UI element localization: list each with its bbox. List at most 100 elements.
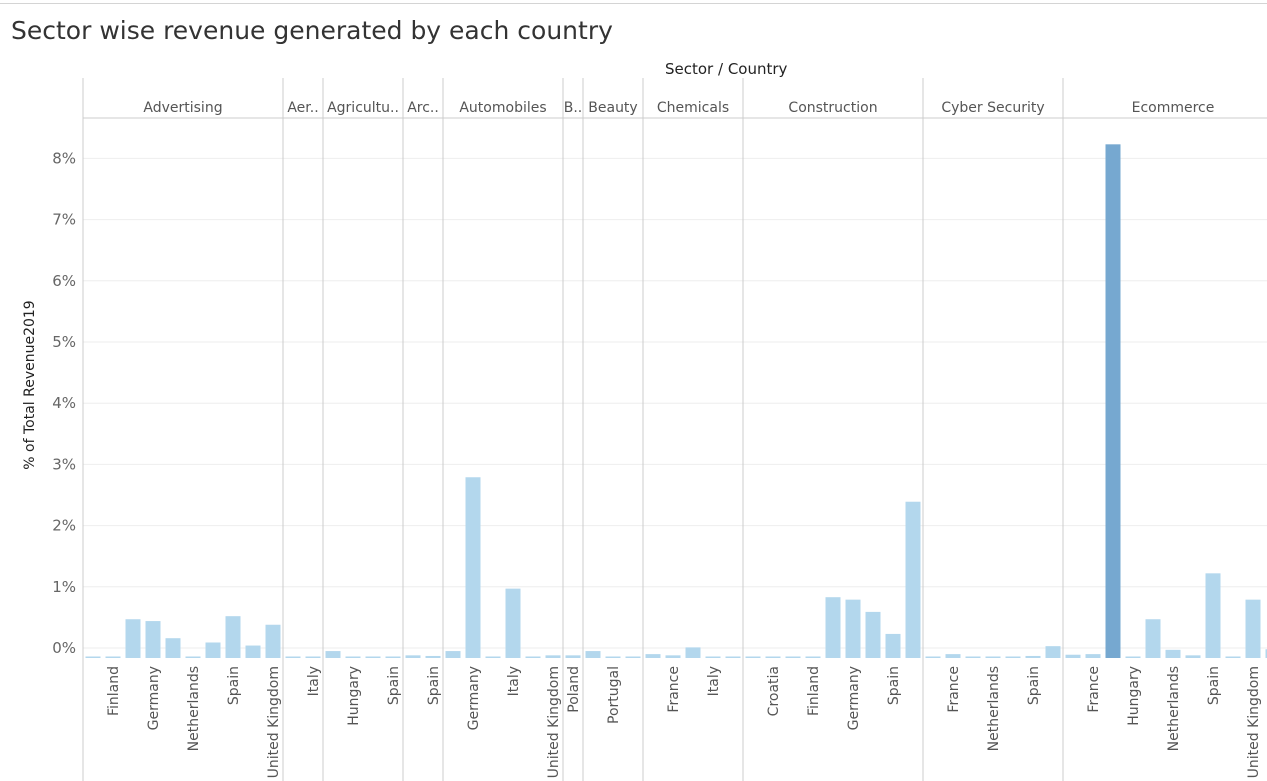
- y-tick-label: 5%: [52, 333, 76, 351]
- bar: [165, 638, 181, 658]
- country-label: Hungary: [1126, 666, 1142, 726]
- country-label: Spain: [1026, 666, 1042, 705]
- bar: [1125, 656, 1141, 658]
- sector-dividers: [82, 78, 1267, 781]
- country-label: Croatia: [766, 666, 782, 716]
- bar: [365, 656, 381, 658]
- sector-label: Construction: [788, 100, 877, 116]
- bar: [1185, 655, 1201, 658]
- y-tick-label: 3%: [52, 455, 76, 473]
- bar: [505, 588, 521, 658]
- bar: [1265, 649, 1267, 658]
- bar: [725, 656, 741, 658]
- bar: [845, 599, 861, 658]
- bar: [945, 654, 961, 658]
- bar: [665, 655, 681, 658]
- bar: [405, 655, 421, 658]
- bar: [1145, 619, 1161, 658]
- bar: [485, 656, 501, 658]
- sector-label: Arc..: [407, 100, 439, 116]
- bar: [905, 501, 921, 658]
- bar: [145, 621, 161, 658]
- bar: [865, 611, 881, 658]
- bar: [1225, 656, 1241, 658]
- bar: [525, 656, 541, 658]
- country-label: Italy: [706, 666, 722, 696]
- bar: [445, 651, 461, 658]
- country-label: Italy: [306, 666, 322, 696]
- bar: [465, 477, 481, 658]
- bar: [785, 656, 801, 658]
- y-tick-label: 7%: [52, 211, 76, 229]
- country-label: France: [946, 666, 962, 713]
- bar: [105, 656, 121, 658]
- bar: [685, 647, 701, 658]
- bar: [1005, 656, 1021, 658]
- sector-label: Beauty: [588, 100, 637, 116]
- bar: [425, 655, 441, 658]
- sector-label: B..: [564, 100, 583, 116]
- country-label: Germany: [466, 666, 482, 730]
- bar: [705, 656, 721, 658]
- bar: [1205, 573, 1221, 658]
- country-label: Netherlands: [986, 666, 1002, 751]
- sector-label: Ecommerce: [1132, 100, 1215, 116]
- bar: [1025, 655, 1041, 658]
- bar: [385, 656, 401, 658]
- bar: [125, 619, 141, 658]
- country-label: United Kingdom: [266, 666, 282, 778]
- bar: [305, 656, 321, 658]
- y-axis-ticks: 0% 1% 2% 3% 4% 5% 6% 7% 8%: [52, 149, 76, 657]
- country-label: France: [666, 666, 682, 713]
- sector-label: Aer..: [287, 100, 318, 116]
- country-label: Italy: [506, 666, 522, 696]
- y-tick-label: 8%: [52, 149, 76, 167]
- bar: [805, 656, 821, 658]
- y-tick-label: 2%: [52, 517, 76, 535]
- bar: [745, 656, 761, 658]
- bar: [205, 642, 221, 658]
- bar: [1105, 144, 1121, 659]
- country-label: Spain: [1206, 666, 1222, 705]
- bar: [545, 655, 561, 658]
- country-label: Germany: [146, 666, 162, 730]
- bar: [985, 656, 1001, 658]
- sector-label: Automobiles: [459, 100, 546, 116]
- bar: [1165, 649, 1181, 658]
- y-tick-label: 4%: [52, 394, 76, 412]
- country-labels: Finland Germany Netherlands Spain United Kin…: [106, 666, 1262, 778]
- bar: [1045, 646, 1061, 658]
- bar: [585, 651, 601, 658]
- country-label: Netherlands: [1166, 666, 1182, 751]
- bar: [645, 654, 661, 658]
- bar: [605, 656, 621, 658]
- bar: [765, 656, 781, 658]
- country-label: Netherlands: [186, 666, 202, 751]
- country-label: Spain: [226, 666, 242, 705]
- top-border: [0, 3, 1267, 4]
- country-label: Spain: [426, 666, 442, 705]
- y-tick-label: 6%: [52, 272, 76, 290]
- bar: [625, 656, 641, 658]
- bar: [925, 656, 941, 658]
- gridlines: [83, 157, 1267, 649]
- bar: [245, 645, 261, 658]
- country-label: Poland: [566, 666, 582, 713]
- chart-title: Sector wise revenue generated by each co…: [11, 16, 613, 45]
- country-label: France: [1086, 666, 1102, 713]
- bars: [85, 144, 1267, 659]
- sector-label: Cyber Security: [941, 100, 1044, 116]
- column-header-title: Sector / Country: [665, 60, 788, 78]
- sector-label: Agricultu..: [327, 100, 399, 116]
- bar: [225, 616, 241, 658]
- bar: [85, 656, 101, 658]
- bar: [285, 656, 301, 658]
- bar: [965, 656, 981, 658]
- country-label: Portugal: [606, 666, 622, 724]
- bar: [185, 656, 201, 658]
- y-tick-label: 1%: [52, 578, 76, 596]
- bar: [565, 655, 581, 658]
- bar: [1085, 654, 1101, 658]
- bar: [265, 624, 281, 658]
